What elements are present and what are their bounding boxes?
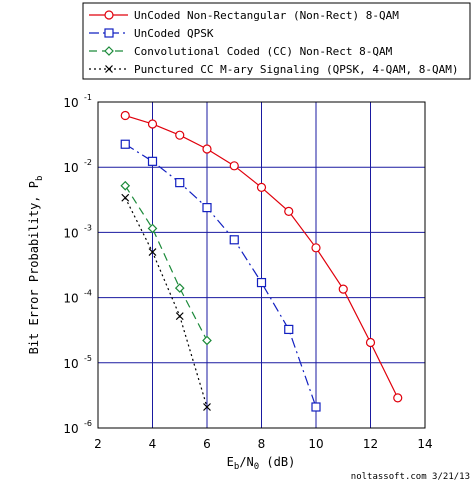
data-point: [284, 206, 294, 216]
series-0: [120, 110, 403, 403]
data-point: [229, 161, 239, 171]
x-tick-label: 4: [149, 437, 157, 451]
y-tick-label: 10: [63, 96, 78, 110]
x-tick-label: 6: [203, 437, 211, 451]
data-point: [202, 144, 212, 154]
data-point: [147, 119, 158, 129]
x-tick-label: 8: [258, 437, 266, 451]
data-point: [338, 284, 348, 294]
legend-marker: [104, 46, 114, 56]
y-tick-label: 10: [63, 422, 78, 436]
legend-label: UnCoded Non-Rectangular (Non-Rect) 8-QAM: [134, 9, 399, 22]
data-point: [311, 243, 321, 253]
data-point: [147, 223, 158, 234]
legend-entry: Punctured CC M-ary Signaling (QPSK, 4-QA…: [89, 63, 459, 76]
x-tick-label: 12: [363, 437, 378, 451]
y-tick-label: 10: [63, 292, 78, 306]
y-tick-exponent: -5: [84, 354, 92, 363]
data-point: [175, 312, 184, 321]
y-tick-exponent: -4: [84, 289, 92, 298]
series-3: [121, 193, 211, 411]
data-point: [202, 203, 212, 213]
legend-marker: [105, 65, 113, 73]
data-point: [175, 130, 185, 140]
data-point: [256, 182, 267, 192]
data-point: [256, 277, 267, 288]
y-tick-labels: 10 -1 10 -2 10 -3 10 -4 10 -5 10 -6: [63, 93, 92, 436]
series-line: [124, 197, 208, 408]
series-1: [120, 139, 321, 412]
data-point: [365, 337, 376, 348]
legend-entry: UnCoded QPSK: [89, 27, 214, 40]
y-tick-label: 10: [63, 161, 78, 175]
series-line: [124, 143, 317, 408]
data-point: [121, 193, 130, 202]
x-tick-label: 10: [308, 437, 323, 451]
legend-label: UnCoded QPSK: [134, 27, 214, 40]
legend-box: [82, 2, 471, 80]
x-tick-label: 2: [94, 437, 102, 451]
y-tick-exponent: -3: [84, 223, 92, 232]
data-point: [284, 324, 294, 335]
series-2: [120, 180, 212, 346]
data-point: [120, 180, 131, 191]
y-tick-exponent: -2: [84, 158, 92, 167]
y-tick-exponent: -6: [84, 419, 92, 428]
data-point: [174, 283, 185, 293]
credit-text: noltassoft.com 3/21/13: [351, 472, 470, 482]
data-point: [229, 235, 239, 245]
legend-marker: [104, 10, 114, 20]
data-point: [148, 248, 157, 256]
legend-label: Punctured CC M-ary Signaling (QPSK, 4-QA…: [134, 63, 459, 76]
legend-entry: Convolutional Coded (CC) Non-Rect 8-QAM: [89, 45, 393, 58]
data-point: [202, 335, 212, 346]
data-point: [120, 110, 130, 121]
x-tick-labels: 2 4 6 8 10 12 14: [94, 437, 432, 451]
series-layer: [120, 110, 403, 412]
data-point: [120, 139, 130, 149]
data-point: [147, 156, 158, 166]
y-tick-exponent: -1: [84, 93, 92, 102]
plot-frame: [97, 101, 426, 429]
y-tick-label: 10: [63, 357, 78, 371]
x-axis-label: Eb/N0 (dB): [227, 455, 296, 472]
y-tick-label: 10: [63, 226, 78, 240]
data-point: [393, 393, 403, 403]
x-tick-label: 14: [417, 437, 432, 451]
legend-label: Convolutional Coded (CC) Non-Rect 8-QAM: [134, 45, 393, 58]
legend-entry: UnCoded Non-Rectangular (Non-Rect) 8-QAM: [89, 9, 399, 22]
data-point: [311, 402, 321, 412]
plot-area: 2 4 6 8 10 12 14 10 -1 10 -2 10 -3 10 -4 10 -5 10 -6: [63, 93, 432, 451]
gridlines: [98, 102, 425, 428]
series-line: [124, 185, 208, 341]
data-point: [203, 403, 211, 411]
data-point: [175, 178, 185, 188]
y-axis-label: Bit Error Probability, Pb: [27, 176, 45, 355]
legend: UnCoded Non-Rectangular (Non-Rect) 8-QAM…: [82, 2, 471, 80]
legend-marker: [104, 28, 114, 38]
